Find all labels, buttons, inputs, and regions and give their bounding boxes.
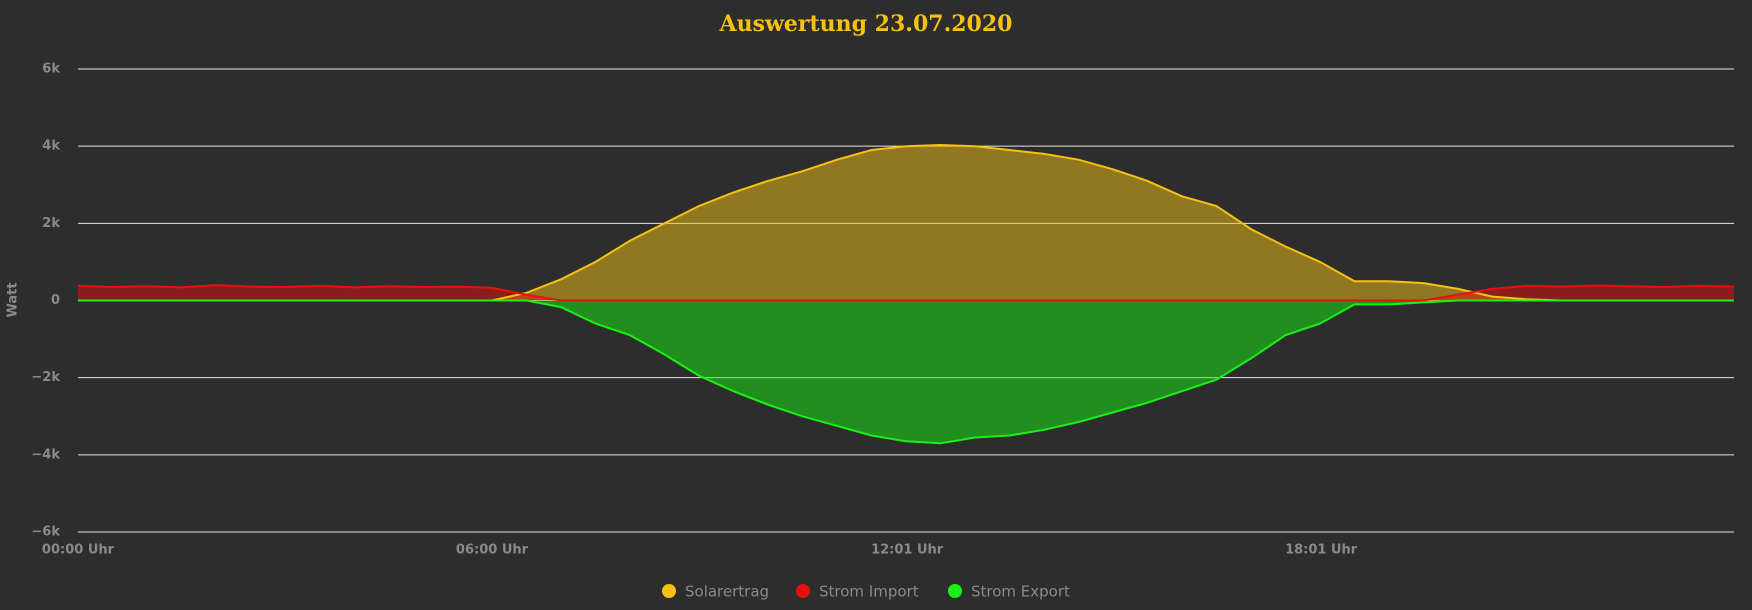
y-tick-label: 0 [51,293,60,308]
y-tick-label: 2k [42,216,60,231]
legend-marker [796,584,810,598]
y-tick-label: −2k [31,370,60,385]
x-tick-label: 18:01 Uhr [1285,543,1358,558]
series-area [78,285,1734,301]
series-line [78,299,1734,445]
chart-title: Auswertung 23.07.2020 [719,11,1013,37]
series-line [77,284,1735,302]
y-tick-label: −6k [31,525,60,540]
y-axis-label: Watt [6,282,21,317]
legend-marker [662,584,676,598]
legend-marker [948,584,962,598]
x-tick-label: 06:00 Uhr [456,543,529,558]
series-area [78,300,1734,444]
y-tick-label: −4k [31,447,60,462]
y-tick-label: 4k [42,139,60,154]
x-tick-label: 12:01 Uhr [871,543,944,558]
legend-label[interactable]: Strom Import [819,583,919,601]
legend-label[interactable]: Strom Export [971,583,1070,601]
series-area [78,145,1734,301]
y-tick-label: 6k [42,62,60,77]
legend-label[interactable]: Solarertrag [685,583,769,601]
x-tick-label: 00:00 Uhr [42,543,115,558]
